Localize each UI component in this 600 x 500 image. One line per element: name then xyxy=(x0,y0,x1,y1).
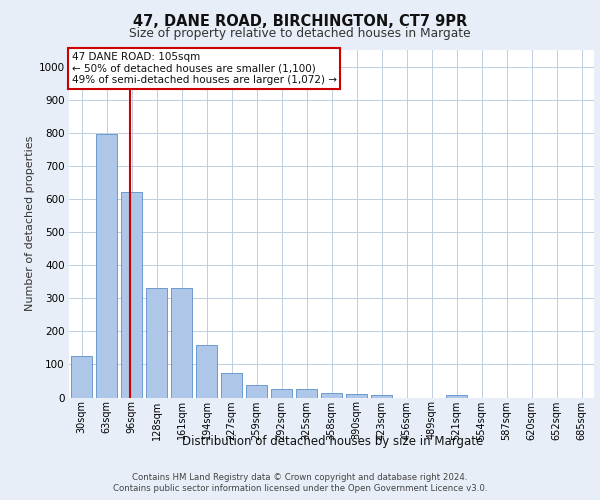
Bar xyxy=(96,134,117,398)
Bar xyxy=(446,395,467,398)
Bar xyxy=(346,394,367,398)
Bar xyxy=(171,288,192,398)
Bar xyxy=(196,344,217,398)
Text: Size of property relative to detached houses in Margate: Size of property relative to detached ho… xyxy=(129,28,471,40)
Y-axis label: Number of detached properties: Number of detached properties xyxy=(25,136,35,312)
Bar xyxy=(296,389,317,398)
Bar xyxy=(371,395,392,398)
Text: Contains public sector information licensed under the Open Government Licence v3: Contains public sector information licen… xyxy=(113,484,487,493)
Bar xyxy=(246,385,267,398)
Bar xyxy=(71,356,92,398)
Bar xyxy=(146,288,167,398)
Text: 47, DANE ROAD, BIRCHINGTON, CT7 9PR: 47, DANE ROAD, BIRCHINGTON, CT7 9PR xyxy=(133,14,467,29)
Text: 47 DANE ROAD: 105sqm
← 50% of detached houses are smaller (1,100)
49% of semi-de: 47 DANE ROAD: 105sqm ← 50% of detached h… xyxy=(71,52,337,85)
Text: Contains HM Land Registry data © Crown copyright and database right 2024.: Contains HM Land Registry data © Crown c… xyxy=(132,472,468,482)
Bar xyxy=(271,389,292,398)
Bar xyxy=(321,392,342,398)
Bar xyxy=(221,372,242,398)
Bar xyxy=(121,192,142,398)
Text: Distribution of detached houses by size in Margate: Distribution of detached houses by size … xyxy=(182,435,484,448)
